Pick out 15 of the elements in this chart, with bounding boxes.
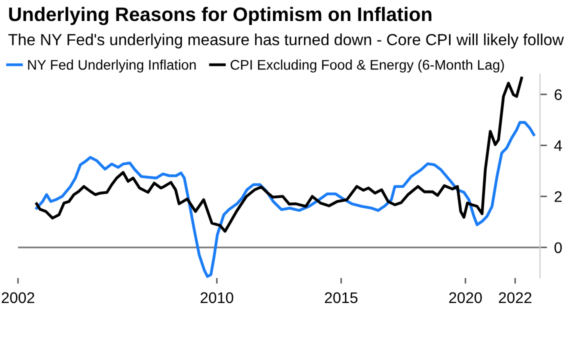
legend-label: NY Fed Underlying Inflation bbox=[28, 60, 196, 73]
x-tick-label: 2022 bbox=[498, 292, 532, 304]
y-tick-label: 4 bbox=[554, 140, 562, 151]
line-series bbox=[35, 76, 523, 233]
y-tick-label: 0 bbox=[554, 242, 562, 254]
line-series bbox=[35, 121, 536, 278]
y-tick-label: 6 bbox=[554, 89, 562, 100]
x-tick-label: 2015 bbox=[324, 292, 358, 304]
chart-title: Underlying Reasons for Optimism on Inflation bbox=[9, 6, 432, 26]
chart-subtitle: The NY Fed's underlying measure has turned down - Core CPI will likely follow bbox=[8, 34, 564, 48]
y-tick-label: 2 bbox=[554, 191, 562, 202]
x-tick-label: 2020 bbox=[449, 292, 482, 304]
x-tick-label: 2002 bbox=[2, 292, 34, 304]
x-tick-label: 2010 bbox=[200, 292, 234, 304]
legend-label: CPI Excluding Food & Energy (6-Month Lag) bbox=[230, 60, 504, 73]
